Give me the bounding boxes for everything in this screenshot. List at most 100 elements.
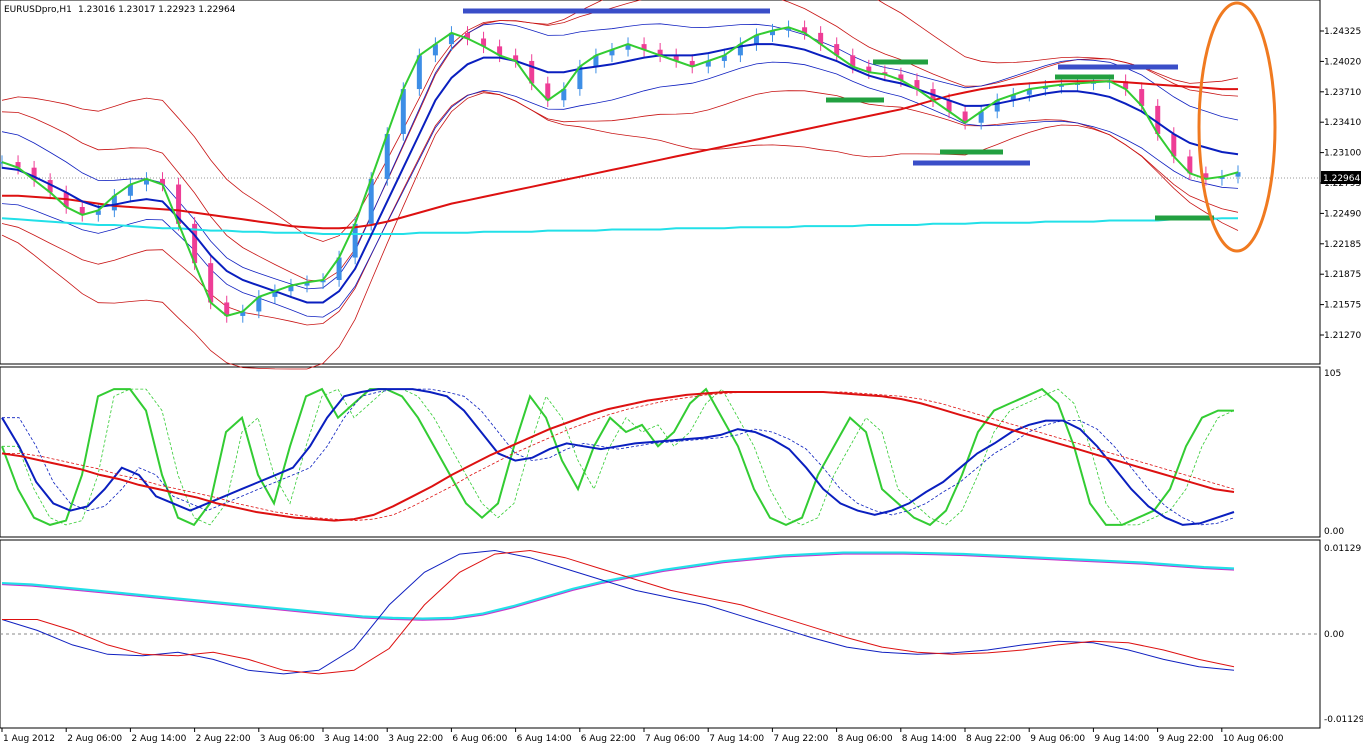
time-tick-label: 3 Aug 06:00 — [260, 734, 315, 744]
price-tick-label: 1.21875 — [1324, 270, 1361, 280]
oscillator-signal-line — [2, 388, 1235, 526]
macd-tick-label: 0.01129 — [1324, 544, 1361, 554]
candle — [368, 172, 374, 231]
macd-slow-signal — [1, 553, 1235, 621]
candle — [1010, 87, 1016, 108]
envelope-line — [1, 90, 1239, 326]
current-price-box — [1321, 171, 1361, 184]
macd-fast-line — [1, 549, 1235, 675]
time-tick-label: 9 Aug 14:00 — [1094, 734, 1149, 744]
osc-tick-label: 0.00 — [1324, 527, 1344, 537]
envelope-line — [1, 0, 1239, 282]
candle — [1187, 149, 1193, 181]
candle — [31, 160, 37, 187]
candle — [721, 48, 727, 68]
x-axis-layer: 1 Aug 2012 2 Aug 06:00 2 Aug 14:00 2 Aug 22… — [1, 728, 1284, 744]
candle — [657, 42, 663, 63]
candle — [256, 290, 262, 319]
price-tick-label: 1.22185 — [1324, 240, 1361, 250]
candle — [689, 54, 695, 74]
candle — [561, 82, 567, 108]
candle — [978, 104, 984, 130]
candle — [448, 26, 454, 51]
price-tick-label: 1.23100 — [1324, 149, 1361, 159]
price-tick-label: 1.23410 — [1324, 118, 1361, 128]
candle — [641, 37, 647, 57]
macd-fast-signal — [2, 549, 1235, 675]
price-tick-label: 1.23710 — [1324, 88, 1361, 98]
candle — [143, 172, 149, 192]
time-tick-label: 6 Aug 14:00 — [517, 734, 572, 744]
candle — [705, 54, 711, 74]
candle — [127, 177, 133, 203]
envelope-line — [1, 22, 1239, 290]
time-tick-label: 2 Aug 22:00 — [196, 734, 251, 744]
candle — [1203, 166, 1209, 186]
time-tick-label: 3 Aug 14:00 — [324, 734, 379, 744]
candle — [320, 273, 326, 289]
macd-slow-line — [1, 551, 1235, 620]
current-price-label: 1.22964 — [1323, 174, 1360, 184]
candle — [786, 20, 792, 38]
highlight-ellipse — [1197, 1, 1277, 253]
candle — [1219, 169, 1225, 186]
time-tick-label: 1 Aug 2012 — [3, 734, 55, 744]
oscillator-signal-line — [2, 391, 1235, 522]
cyan-moving-average — [1, 217, 1238, 235]
candle — [609, 42, 615, 63]
time-tick-label: 3 Aug 22:00 — [388, 734, 443, 744]
price-tick-label: 1.24020 — [1324, 57, 1361, 67]
envelope-line — [1, 0, 1239, 242]
oscillator-line — [1, 388, 1235, 526]
time-tick-label: 7 Aug 06:00 — [645, 734, 700, 744]
candle — [272, 284, 278, 304]
candle — [384, 127, 390, 186]
time-tick-label: 6 Aug 06:00 — [452, 734, 507, 744]
candle — [1235, 165, 1241, 184]
time-tick-label: 2 Aug 06:00 — [67, 734, 122, 744]
time-tick-label: 2 Aug 14:00 — [131, 734, 186, 744]
time-tick-label: 10 Aug 06:00 — [1223, 734, 1284, 744]
candle — [545, 76, 551, 108]
candle — [47, 173, 53, 200]
candle — [625, 37, 631, 57]
candle — [593, 48, 599, 74]
candle — [834, 37, 840, 63]
time-tick-label: 8 Aug 22:00 — [966, 734, 1021, 744]
price-tick-label: 1.22490 — [1324, 209, 1361, 219]
candle — [111, 189, 117, 218]
candle — [962, 104, 968, 130]
candle — [914, 73, 920, 96]
time-tick-label: 9 Aug 22:00 — [1159, 734, 1214, 744]
candle — [513, 48, 519, 68]
oscillator-layer — [1, 387, 1235, 527]
time-tick-label: 9 Aug 06:00 — [1030, 734, 1085, 744]
candle — [224, 295, 230, 323]
ohlc-values: 1.23016 1.23017 1.22923 1.22964 — [78, 5, 236, 15]
time-tick-label: 8 Aug 06:00 — [838, 734, 893, 744]
candle — [1026, 82, 1032, 102]
time-tick-label: 6 Aug 22:00 — [581, 734, 636, 744]
candle — [304, 275, 310, 293]
macd-layer — [1, 549, 1235, 675]
candle — [882, 65, 888, 82]
candle — [481, 31, 487, 54]
symbol-label: EURUSDpro,H1 — [4, 5, 72, 15]
time-tick-label: 8 Aug 14:00 — [902, 734, 957, 744]
oscillator-line — [1, 391, 1235, 522]
candle — [673, 48, 679, 68]
time-tick-label: 7 Aug 22:00 — [773, 734, 828, 744]
osc-tick-label: 105 — [1324, 369, 1341, 379]
price-tick-label: 1.24325 — [1324, 27, 1361, 37]
time-tick-label: 7 Aug 14:00 — [709, 734, 764, 744]
oscillator-panel-frame — [0, 366, 1321, 538]
red-moving-average — [2, 80, 1238, 230]
oscillator-signal-line — [2, 388, 1235, 526]
candle — [79, 200, 85, 222]
green-moving-average — [1, 26, 1239, 318]
price-tick-label: 1.21575 — [1324, 301, 1361, 311]
candle — [769, 23, 775, 42]
envelope-line — [1, 61, 1239, 318]
